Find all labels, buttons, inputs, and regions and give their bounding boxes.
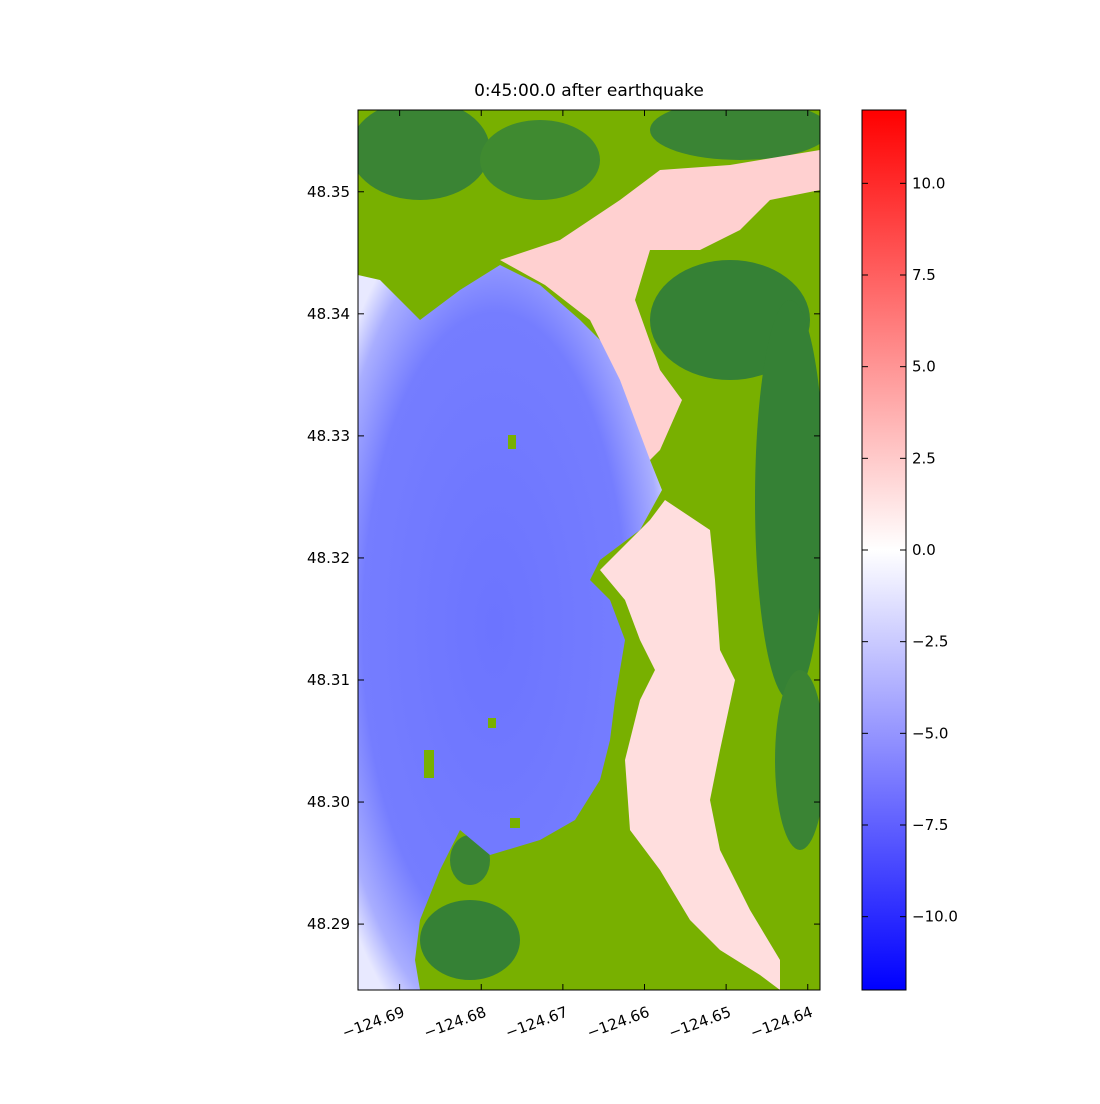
plot-frame [357, 109, 821, 991]
colorbar-tick-label: −5.0 [912, 724, 948, 742]
x-tick-label: −124.67 [503, 1003, 570, 1042]
chart-title: 0:45:00.0 after earthquake [474, 81, 704, 101]
y-tick-label: 48.34 [307, 305, 350, 323]
y-tick-label: 48.35 [307, 183, 350, 201]
colorbar-tick-label: −2.5 [912, 633, 948, 651]
y-tick-label: 48.29 [307, 915, 350, 933]
x-tick-label: −124.68 [421, 1003, 488, 1042]
colorbar-tick-label: 5.0 [912, 358, 936, 376]
y-tick-label: 48.33 [307, 427, 350, 445]
colorbar-tick-label: 7.5 [912, 266, 936, 284]
x-tick-label: −124.65 [666, 1003, 733, 1042]
y-tick-label: 48.30 [307, 793, 350, 811]
y-tick-label: 48.32 [307, 549, 350, 567]
x-tick-label: −124.66 [585, 1003, 652, 1042]
colorbar-tick-label: 0.0 [912, 541, 936, 559]
map-field [358, 110, 820, 990]
colorbar-tick-label: −7.5 [912, 816, 948, 834]
x-tick-label: −124.64 [748, 1003, 815, 1042]
colorbar-tick-label: 2.5 [912, 449, 936, 467]
x-tick-label: −124.69 [340, 1003, 407, 1042]
colorbar-tick-label: −10.0 [912, 908, 958, 926]
y-tick-label: 48.31 [307, 671, 350, 689]
colorbar-tick-label: 10.0 [912, 174, 945, 192]
colorbar [861, 109, 907, 991]
